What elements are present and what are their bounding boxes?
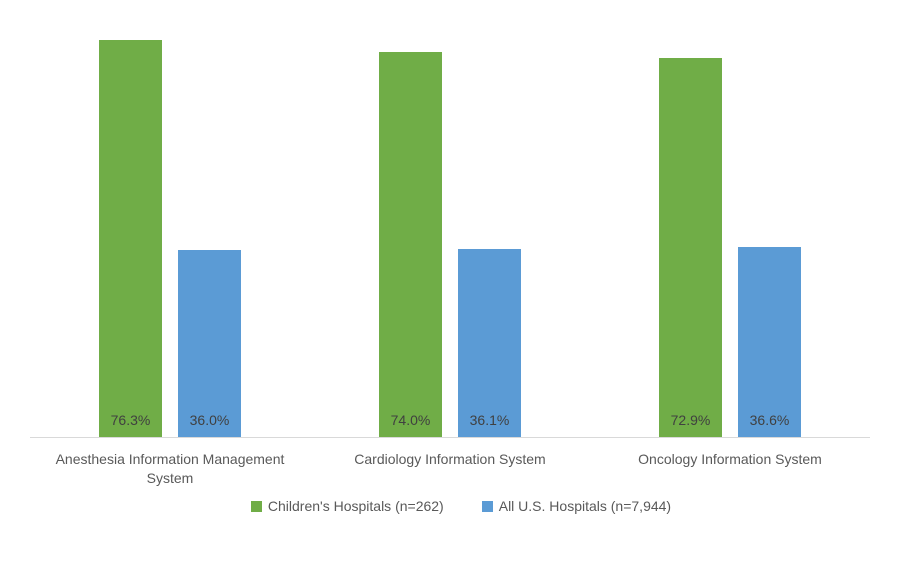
category-label: Anesthesia Information Management System bbox=[55, 451, 285, 486]
value-label: 72.9% bbox=[670, 412, 711, 428]
legend-item-series1: All U.S. Hospitals (n=7,944) bbox=[481, 498, 672, 514]
value-label: 76.3% bbox=[110, 412, 151, 428]
bar-series0-cat0 bbox=[99, 40, 162, 437]
legend-item-series0: Children's Hospitals (n=262) bbox=[250, 498, 444, 514]
legend-swatch-icon bbox=[250, 500, 262, 512]
bar-series1-cat2 bbox=[738, 247, 801, 437]
legend-swatch-icon bbox=[481, 500, 493, 512]
bar-series0-cat1 bbox=[379, 52, 442, 437]
legend-label: All U.S. Hospitals (n=7,944) bbox=[498, 498, 672, 514]
bar-series1-cat0 bbox=[178, 250, 241, 437]
legend: Children's Hospitals (n=262) All U.S. Hos… bbox=[0, 498, 922, 514]
value-label: 36.1% bbox=[469, 412, 510, 428]
category-label: Cardiology Information System bbox=[354, 451, 546, 467]
value-label: 74.0% bbox=[390, 412, 431, 428]
value-label: 36.0% bbox=[189, 412, 230, 428]
value-label: 36.6% bbox=[749, 412, 790, 428]
category-label: Oncology Information System bbox=[638, 451, 822, 467]
x-axis-line bbox=[30, 437, 870, 438]
bar-series0-cat2 bbox=[659, 58, 722, 437]
bar-series1-cat1 bbox=[458, 249, 521, 437]
legend-label: Children's Hospitals (n=262) bbox=[267, 498, 444, 514]
